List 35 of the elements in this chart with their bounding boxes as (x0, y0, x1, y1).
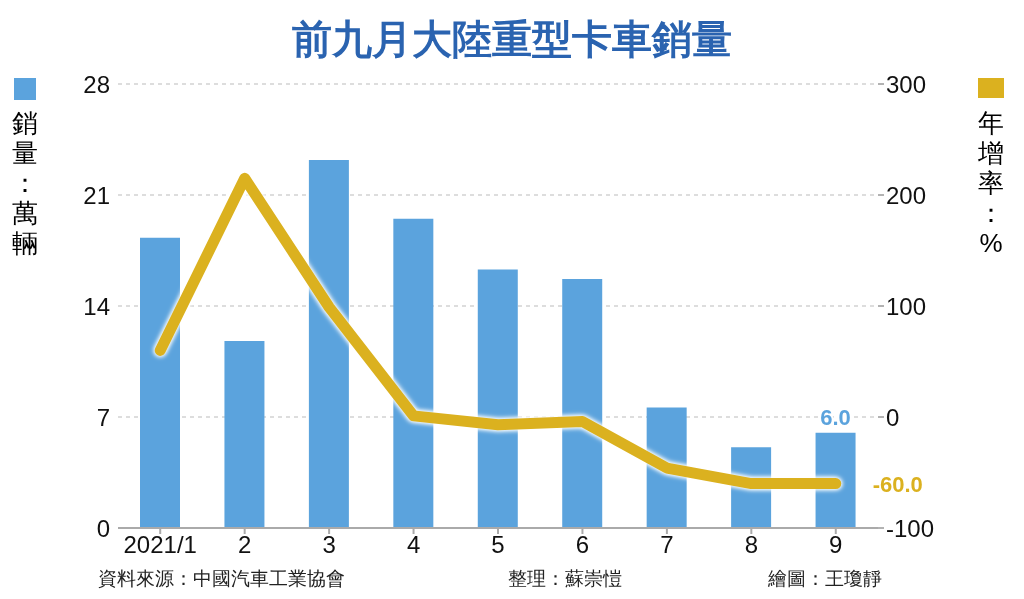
y2-tick-label: 0 (886, 403, 900, 431)
bar (140, 237, 180, 528)
data-label: 6.0 (820, 404, 851, 430)
text: 繪圖：王瓊靜 (768, 567, 882, 591)
bar (308, 160, 349, 528)
bar (224, 340, 265, 528)
x-tick-label: 3 (322, 531, 336, 559)
y2-tick-label: 200 (886, 181, 927, 209)
bar (562, 279, 603, 528)
x-tick-label: 6 (575, 531, 590, 559)
y2-tick-label: 300 (886, 70, 927, 98)
x-tick-label: 7 (660, 531, 674, 559)
x-tick-label: 9 (829, 531, 843, 559)
bar (646, 407, 687, 528)
x-tick-label: 2021/1 (123, 531, 197, 559)
bar (815, 432, 856, 528)
x-tick-label: 4 (406, 531, 421, 559)
y-axis-title: 銷量：萬輛 (12, 108, 38, 258)
bar (477, 269, 518, 528)
chart-title: 前九月大陸重型卡車銷量 (291, 16, 733, 63)
y-tick-label: 21 (83, 181, 110, 209)
data-label: -60.0 (872, 471, 923, 497)
y-tick-label: 0 (96, 514, 110, 542)
y2-axis-title: 年增率：% (978, 108, 1004, 258)
y-tick-label: 28 (83, 70, 110, 98)
y2-tick-label: 100 (886, 292, 927, 320)
x-tick-label: 8 (744, 531, 759, 559)
y2-tick-label: -100 (886, 514, 935, 542)
source-note: 資料來源：中國汽車工業協會 (98, 567, 345, 591)
bar (393, 218, 434, 528)
text: 整理：蘇崇愷 (508, 567, 622, 591)
y-tick-label: 7 (96, 403, 110, 431)
x-tick-label: 5 (491, 531, 505, 559)
x-tick-label: 2 (237, 531, 252, 559)
y-tick-label: 14 (83, 292, 110, 320)
